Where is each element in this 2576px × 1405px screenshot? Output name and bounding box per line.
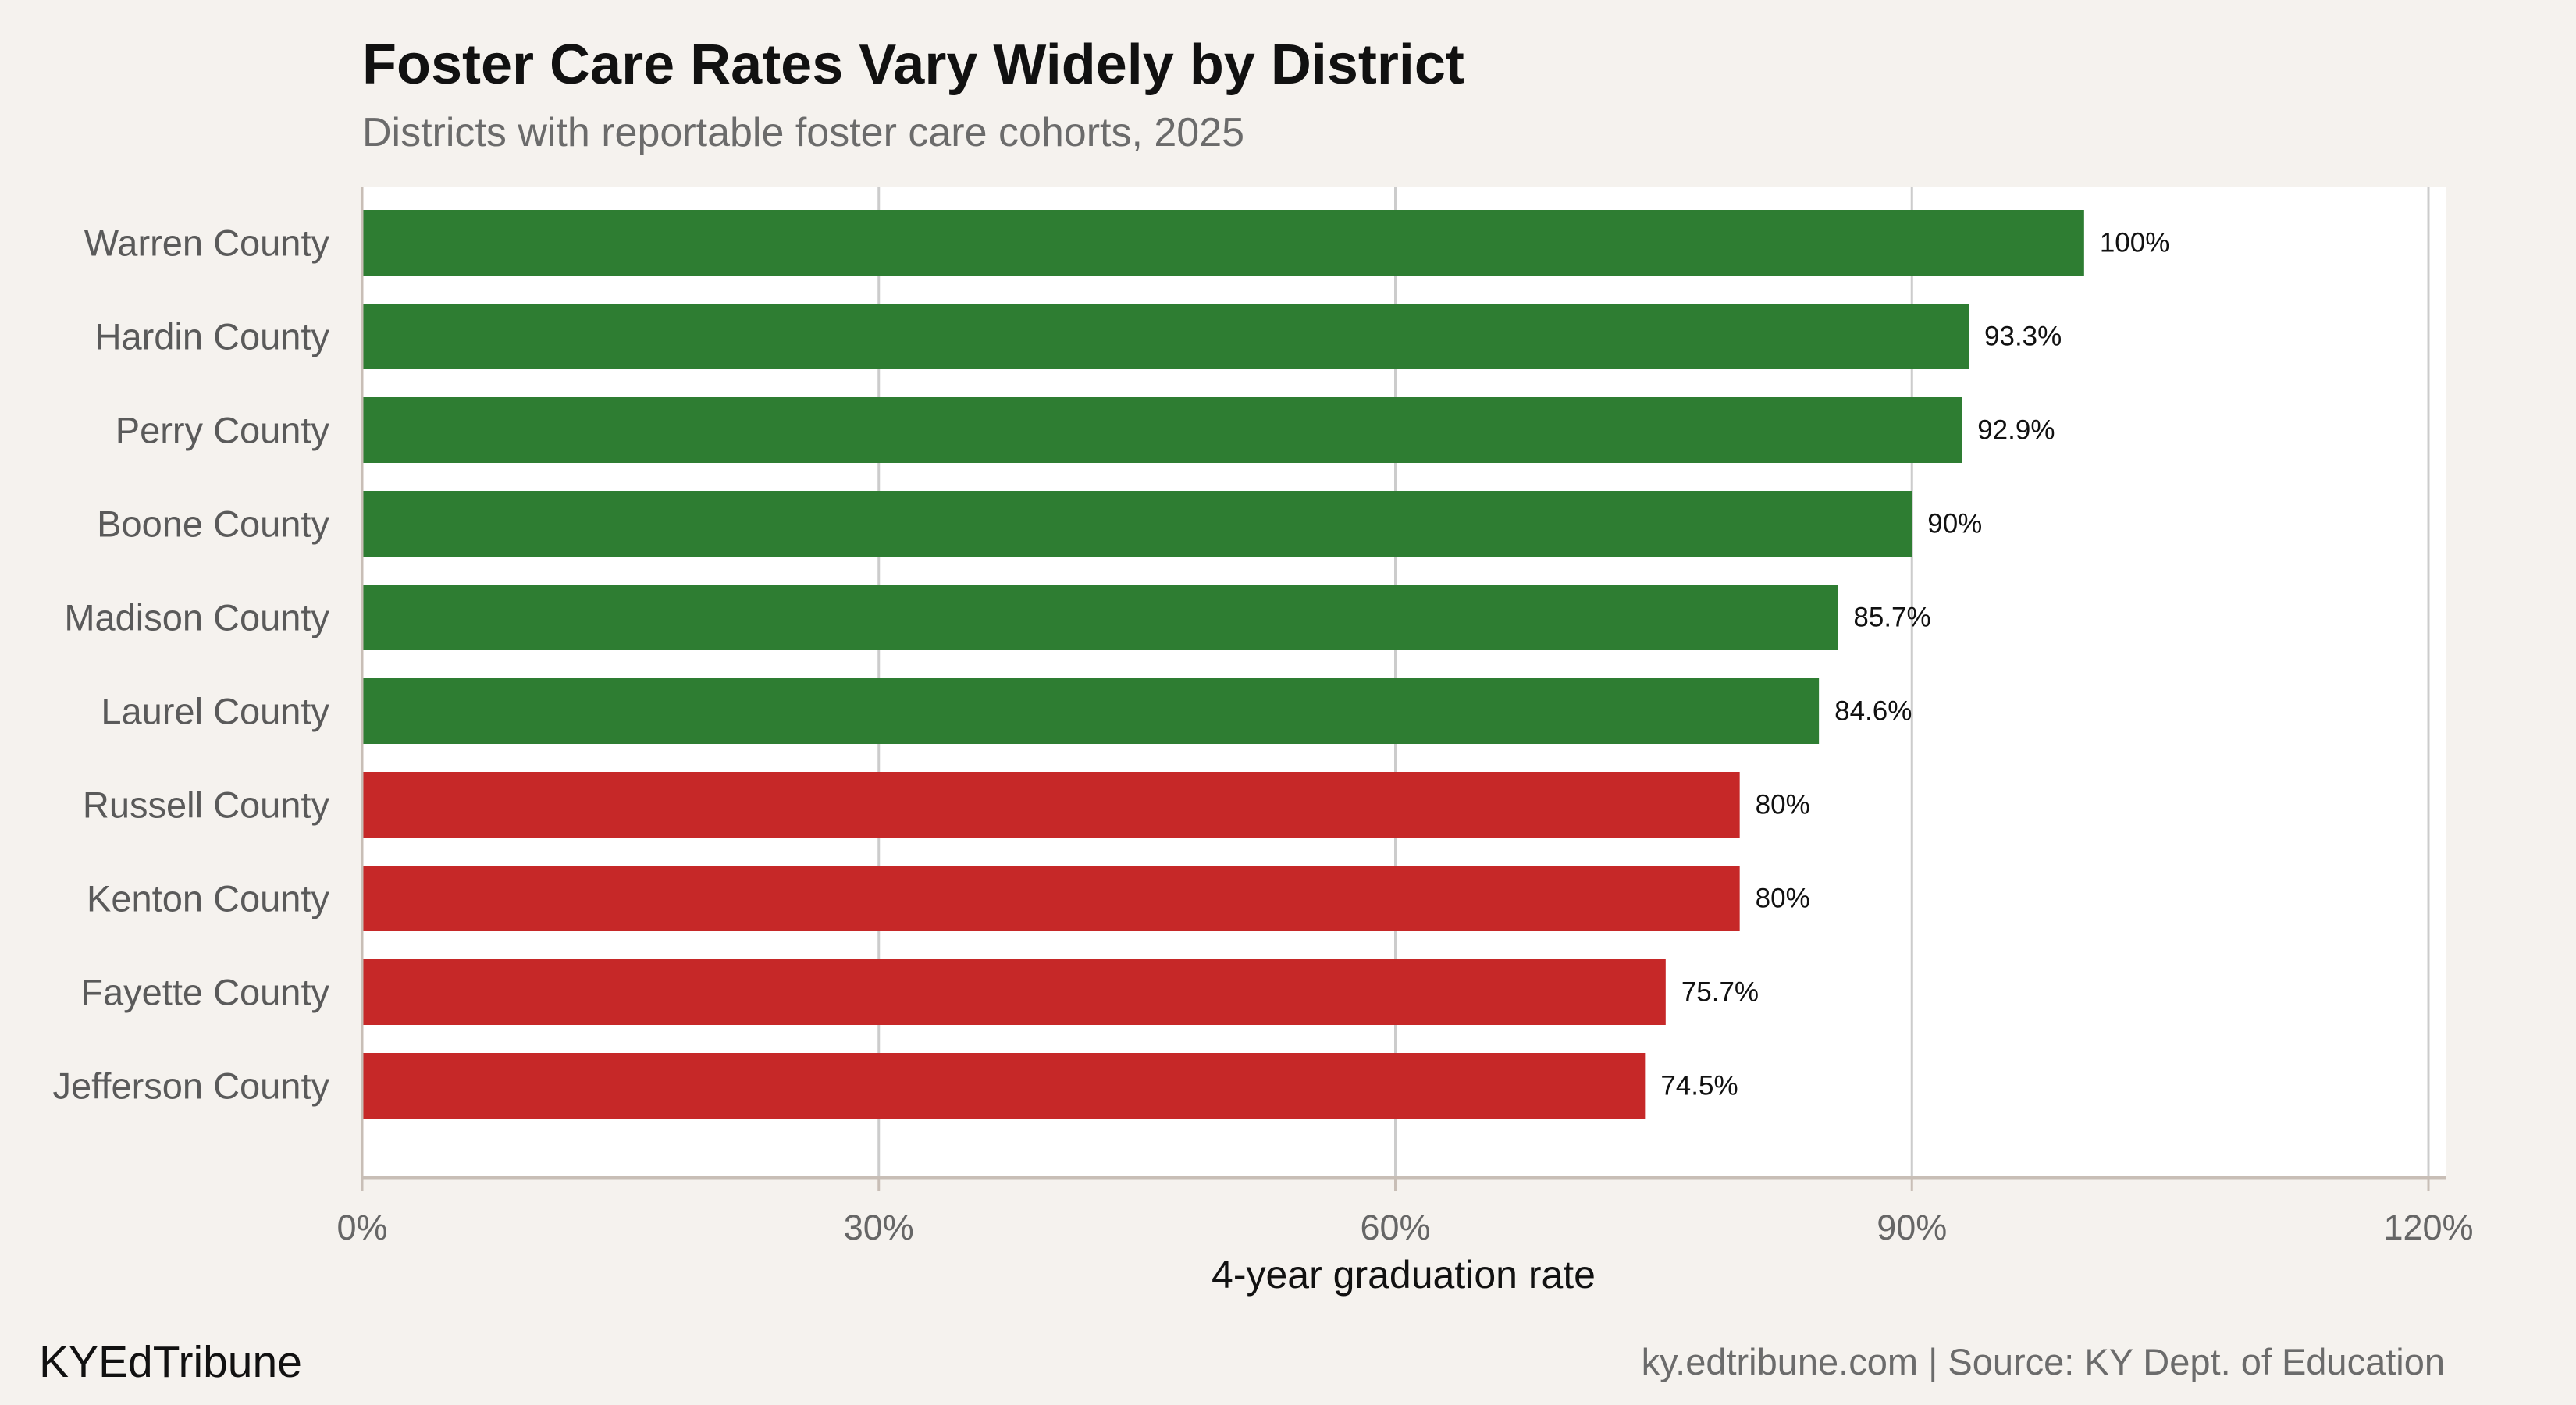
chart-title: Foster Care Rates Vary Widely by Distric…: [362, 34, 1464, 96]
data-label: 80%: [1756, 790, 1810, 820]
data-label: 85.7%: [1853, 603, 1930, 633]
bar: [362, 772, 1740, 838]
bar: [362, 397, 1962, 463]
category-label: Russell County: [83, 784, 330, 826]
x-tick-label: 90%: [1877, 1208, 1947, 1247]
bar: [362, 491, 1912, 557]
category-label: Kenton County: [87, 878, 329, 919]
bar: [362, 866, 1740, 931]
data-label: 90%: [1927, 509, 1982, 539]
category-label: Jefferson County: [53, 1065, 330, 1107]
category-label: Warren County: [84, 222, 330, 264]
bar: [362, 585, 1838, 650]
bar: [362, 304, 1969, 369]
category-label: Boone County: [97, 503, 329, 545]
category-label: Laurel County: [101, 691, 329, 732]
bar: [362, 959, 1666, 1025]
category-label: Madison County: [64, 597, 329, 638]
data-label: 92.9%: [1977, 415, 2055, 446]
data-label: 100%: [2100, 228, 2170, 258]
category-label: Fayette County: [80, 972, 329, 1013]
bar: [362, 1053, 1646, 1119]
x-axis-title: 4-year graduation rate: [1212, 1253, 1596, 1297]
x-tick-label: 120%: [2383, 1208, 2473, 1247]
x-tick-label: 0%: [336, 1208, 387, 1247]
x-tick-label: 30%: [844, 1208, 914, 1247]
data-label: 80%: [1756, 884, 1810, 914]
data-label: 84.6%: [1834, 696, 1912, 727]
bar: [362, 678, 1820, 744]
data-label: 75.7%: [1681, 977, 1759, 1008]
category-label: Perry County: [116, 410, 330, 451]
category-label: Hardin County: [95, 316, 330, 357]
bar: [362, 210, 2084, 276]
chart-subtitle: Districts with reportable foster care co…: [362, 110, 1245, 155]
brand-logo-text: KYEdTribune: [39, 1337, 302, 1387]
data-label: 93.3%: [1984, 322, 2062, 352]
data-label: 74.5%: [1660, 1071, 1738, 1101]
x-tick-label: 60%: [1360, 1208, 1430, 1247]
source-note: ky.edtribune.com | Source: KY Dept. of E…: [1641, 1341, 2445, 1382]
